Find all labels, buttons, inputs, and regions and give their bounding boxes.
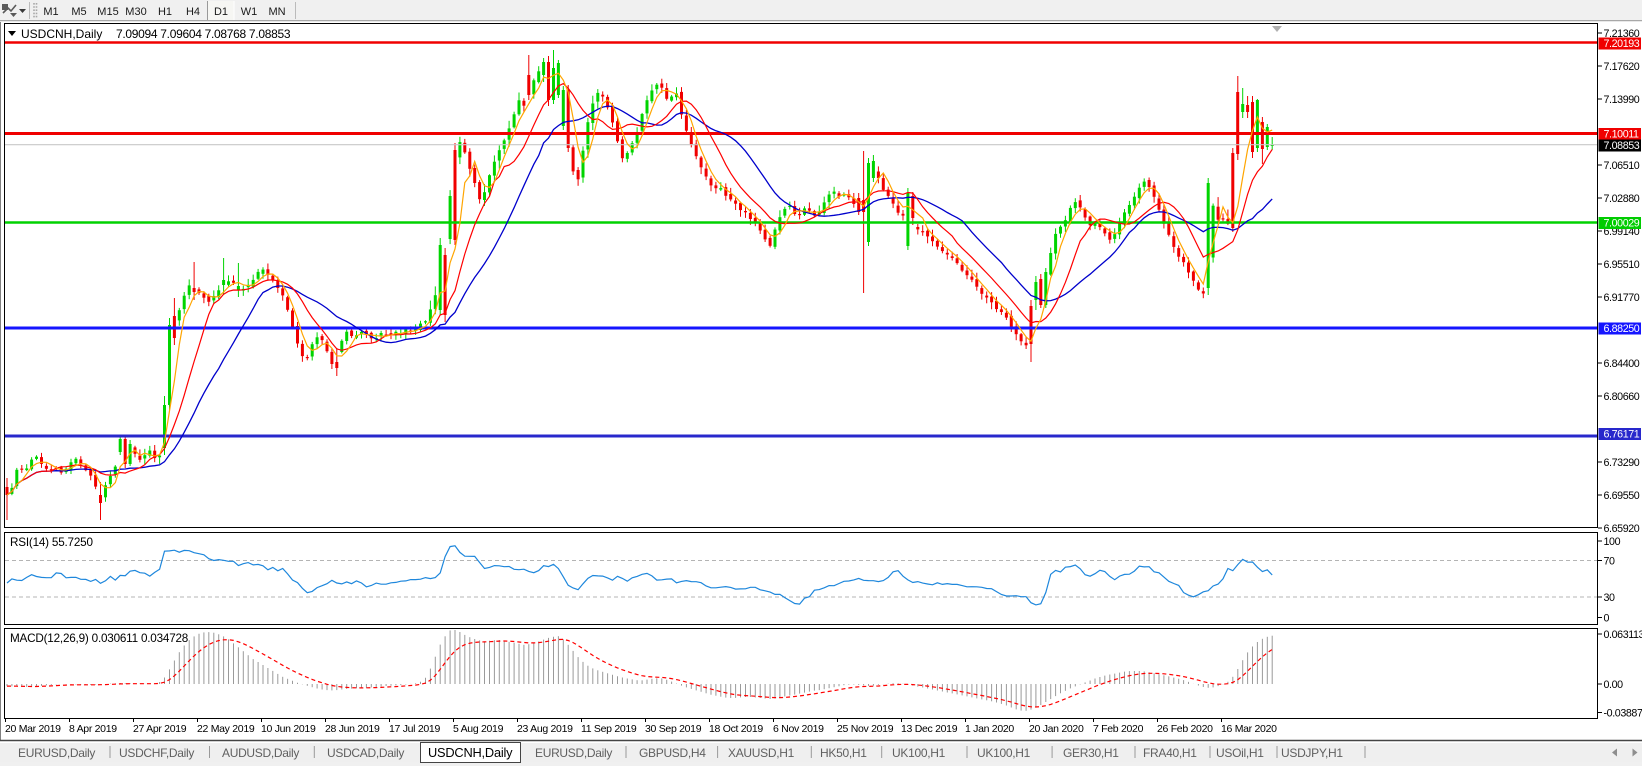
svg-text:MACD(12,26,9) 0.030611 0.03472: MACD(12,26,9) 0.030611 0.034728 [10,632,188,645]
svg-text:0.00: 0.00 [1604,679,1624,691]
svg-text:H1: H1 [158,6,172,18]
svg-text:EURUSD,Daily: EURUSD,Daily [18,746,95,760]
svg-text:7.02880: 7.02880 [1604,193,1640,205]
svg-text:17 Jul 2019: 17 Jul 2019 [389,723,440,735]
svg-text:27 Apr 2019: 27 Apr 2019 [133,723,187,735]
svg-text:20 Jan 2020: 20 Jan 2020 [1029,723,1084,735]
svg-text:M5: M5 [71,6,86,18]
svg-text:20 Mar 2019: 20 Mar 2019 [5,723,61,735]
svg-text:6.69550: 6.69550 [1604,490,1640,502]
svg-text:0.063113: 0.063113 [1604,629,1642,641]
svg-text:EURUSD,Daily: EURUSD,Daily [535,746,612,760]
svg-text:7.20193: 7.20193 [1604,38,1640,50]
svg-text:7.17620: 7.17620 [1604,61,1640,73]
svg-text:H4: H4 [186,6,200,18]
svg-text:6.95510: 6.95510 [1604,259,1640,271]
svg-text:FRA40,H1: FRA40,H1 [1143,746,1197,760]
svg-text:8 Apr 2019: 8 Apr 2019 [69,723,117,735]
svg-text:13 Dec 2019: 13 Dec 2019 [901,723,958,735]
svg-text:18 Oct 2019: 18 Oct 2019 [709,723,763,735]
svg-text:6.73290: 6.73290 [1604,457,1640,469]
svg-text:-0.038872: -0.038872 [1604,708,1642,720]
svg-text:7.21360: 7.21360 [1604,28,1640,40]
svg-text:10 Jun 2019: 10 Jun 2019 [261,723,316,735]
svg-text:6.84400: 6.84400 [1604,358,1640,370]
svg-text:6.80660: 6.80660 [1604,391,1640,403]
svg-text:5 Aug 2019: 5 Aug 2019 [453,723,504,735]
svg-text:23 Aug 2019: 23 Aug 2019 [517,723,573,735]
svg-text:28 Jun 2019: 28 Jun 2019 [325,723,380,735]
svg-text:MN: MN [268,6,285,18]
svg-text:M1: M1 [43,6,58,18]
svg-text:7.10011: 7.10011 [1604,129,1639,141]
svg-text:30: 30 [1604,592,1616,604]
svg-text:XAUUSD,H1: XAUUSD,H1 [728,746,795,760]
svg-text:6.65920: 6.65920 [1604,523,1640,535]
svg-text:USDCAD,Daily: USDCAD,Daily [327,746,404,760]
svg-text:HK50,H1: HK50,H1 [820,746,867,760]
svg-text:M30: M30 [125,6,146,18]
svg-text:26 Feb 2020: 26 Feb 2020 [1157,723,1213,735]
svg-text:GER30,H1: GER30,H1 [1063,746,1119,760]
svg-text:USOil,H1: USOil,H1 [1216,746,1264,760]
svg-text:USDCHF,Daily: USDCHF,Daily [119,746,194,760]
svg-text:USDCNH,Daily: USDCNH,Daily [428,745,513,760]
svg-text:11 Sep 2019: 11 Sep 2019 [581,723,637,735]
svg-text:70: 70 [1604,556,1616,568]
svg-text:M15: M15 [97,6,118,18]
svg-text:7.08853: 7.08853 [1604,140,1640,152]
svg-text:6.91770: 6.91770 [1604,292,1640,304]
svg-text:USDJPY,H1: USDJPY,H1 [1281,746,1343,760]
svg-text:7 Feb 2020: 7 Feb 2020 [1093,723,1144,735]
svg-text:7.09094 7.09604 7.08768 7.0885: 7.09094 7.09604 7.08768 7.08853 [116,27,291,41]
svg-text:UK100,H1: UK100,H1 [892,746,946,760]
svg-text:AUDUSD,Daily: AUDUSD,Daily [222,746,299,760]
svg-text:RSI(14) 55.7250: RSI(14) 55.7250 [10,536,93,549]
svg-text:1 Jan 2020: 1 Jan 2020 [965,723,1014,735]
svg-text:0: 0 [1604,613,1610,625]
svg-text:30 Sep 2019: 30 Sep 2019 [645,723,702,735]
svg-text:100: 100 [1604,536,1621,548]
svg-text:7.00029: 7.00029 [1604,218,1640,230]
svg-text:USDCNH,Daily: USDCNH,Daily [21,27,102,41]
svg-text:GBPUSD,H4: GBPUSD,H4 [639,746,706,760]
svg-text:7.06510: 7.06510 [1604,160,1640,172]
svg-text:7.13990: 7.13990 [1604,94,1640,106]
svg-text:UK100,H1: UK100,H1 [977,746,1031,760]
svg-text:D1: D1 [214,6,228,18]
svg-text:22 May 2019: 22 May 2019 [197,723,255,735]
svg-text:6.76171: 6.76171 [1604,429,1640,441]
svg-text:16 Mar 2020: 16 Mar 2020 [1221,723,1277,735]
svg-text:6.88250: 6.88250 [1604,323,1640,335]
svg-text:W1: W1 [241,6,258,18]
svg-text:25 Nov 2019: 25 Nov 2019 [837,723,894,735]
svg-text:6 Nov 2019: 6 Nov 2019 [773,723,824,735]
